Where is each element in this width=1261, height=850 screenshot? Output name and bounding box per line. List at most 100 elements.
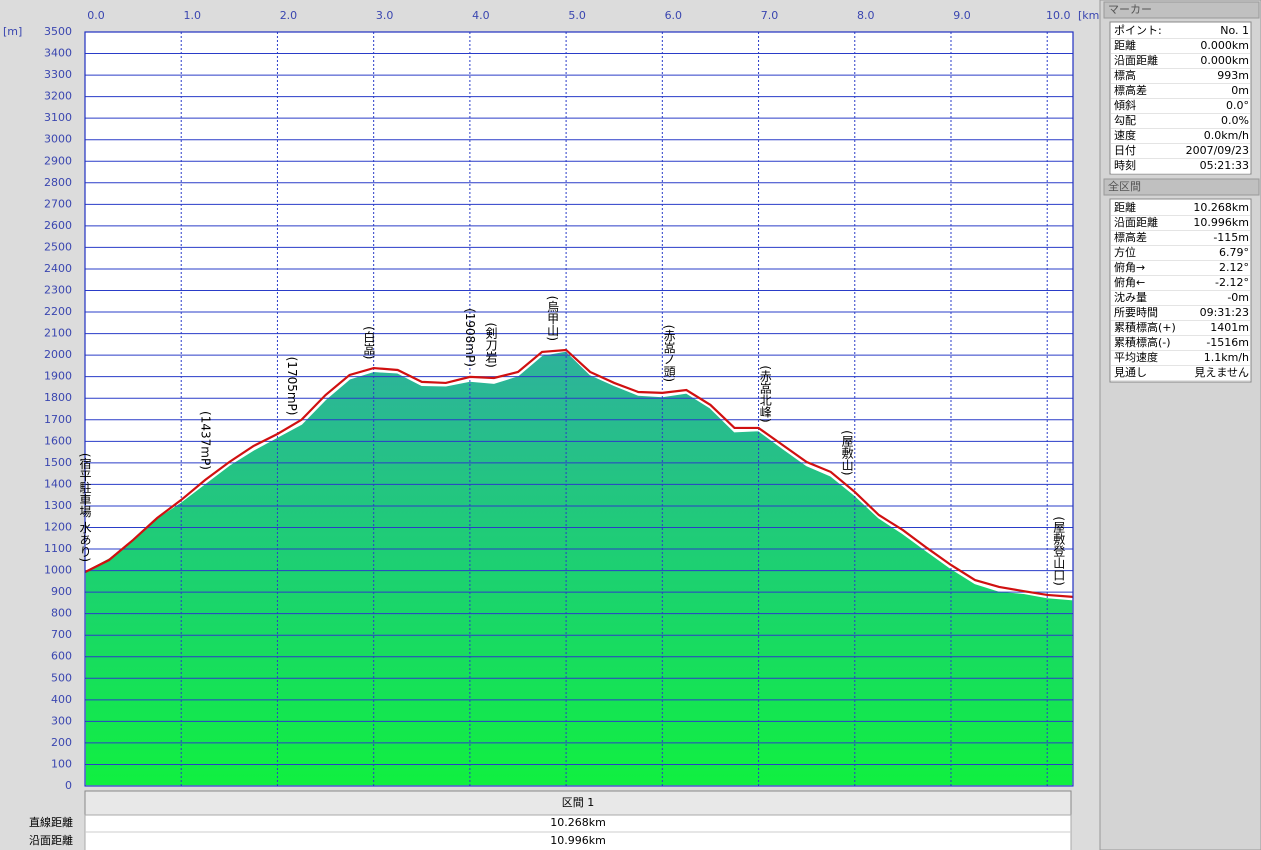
field-value: 0.0km/h xyxy=(1204,129,1249,142)
annotation: (1437mP) xyxy=(198,411,212,470)
y-tick-label: 3100 xyxy=(44,111,72,124)
y-tick-label: 1900 xyxy=(44,370,72,383)
field-value: 1.1km/h xyxy=(1204,351,1249,364)
row-value: 10.268km xyxy=(550,816,606,829)
x-tick-label: 10.0 xyxy=(1046,9,1071,22)
y-tick-label: 3400 xyxy=(44,47,72,60)
y-tick-label: 400 xyxy=(51,693,72,706)
field-value: 2007/09/23 xyxy=(1186,144,1249,157)
field-value: 0m xyxy=(1231,84,1249,97)
y-tick-label: 100 xyxy=(51,757,72,770)
total-title: 全区間 xyxy=(1108,179,1141,193)
row-label: 沿面距離 xyxy=(29,833,73,847)
y-tick-label: 3000 xyxy=(44,133,72,146)
field-value: No. 1 xyxy=(1220,24,1249,37)
y-tick-label: 800 xyxy=(51,607,72,620)
field-value: 0.0° xyxy=(1226,99,1249,112)
field-value: 09:31:23 xyxy=(1200,306,1249,319)
field-value: 0.000km xyxy=(1200,54,1249,67)
annotation: (白嵓) xyxy=(362,326,376,359)
field-label: 勾配 xyxy=(1114,114,1136,127)
field-label: 日付 xyxy=(1114,144,1136,157)
y-tick-label: 1800 xyxy=(44,391,72,404)
plot-frame xyxy=(84,31,1074,787)
field-value: 0.000km xyxy=(1200,39,1249,52)
x-tick-label: 3.0 xyxy=(376,9,394,22)
section-header: 区間 1 xyxy=(562,796,595,809)
y-tick-label: 2500 xyxy=(44,240,72,253)
y-tick-label: 1500 xyxy=(44,456,72,469)
field-label: 平均速度 xyxy=(1114,350,1158,364)
y-tick-label: 1600 xyxy=(44,434,72,447)
y-unit: [m] xyxy=(3,25,22,38)
row-value: 10.996km xyxy=(550,834,606,847)
y-tick-label: 2800 xyxy=(44,176,72,189)
y-tick-label: 1100 xyxy=(44,542,72,555)
x-tick-label: 9.0 xyxy=(953,9,971,22)
route-line xyxy=(84,348,1074,598)
annotation: (宿平駐車場 水あり) xyxy=(78,453,92,562)
y-tick-label: 0 xyxy=(65,779,72,792)
y-tick-label: 1300 xyxy=(44,499,72,512)
field-value: -2.12° xyxy=(1215,276,1249,289)
x-tick-label: 8.0 xyxy=(857,9,875,22)
terrain-area xyxy=(84,350,1074,787)
field-label: 速度 xyxy=(1114,128,1136,142)
annotation: (1908mP) xyxy=(463,308,477,367)
row-label: 直線距離 xyxy=(29,815,73,829)
y-tick-label: 2900 xyxy=(44,154,72,167)
x-tick-label: 2.0 xyxy=(280,9,298,22)
x-tick-label: 0.0 xyxy=(87,9,105,22)
y-tick-label: 2200 xyxy=(44,305,72,318)
annotation: (1705mP) xyxy=(285,357,299,416)
field-label: 累積標高(-) xyxy=(1114,335,1171,349)
field-label: 標高差 xyxy=(1114,230,1147,244)
field-label: 所要時間 xyxy=(1114,306,1158,319)
field-value: -0m xyxy=(1227,291,1249,304)
field-value: 10.996km xyxy=(1193,216,1249,229)
x-tick-label: 6.0 xyxy=(665,9,683,22)
y-tick-label: 3300 xyxy=(44,68,72,81)
marker-title: マーカー xyxy=(1108,3,1152,16)
x-tick-label: 4.0 xyxy=(472,9,490,22)
annotation: (赤嵓ノ頭) xyxy=(662,325,676,382)
x-tick-label: 1.0 xyxy=(183,9,201,22)
x-tick-label: 5.0 xyxy=(568,9,586,22)
total-header[interactable] xyxy=(1103,178,1260,196)
y-tick-label: 600 xyxy=(51,650,72,663)
annotation: (剣刀岩) xyxy=(484,322,498,367)
y-tick-label: 1200 xyxy=(44,520,72,533)
y-tick-label: 2000 xyxy=(44,348,72,361)
y-tick-label: 2700 xyxy=(44,197,72,210)
annotation: (屋敷登山口) xyxy=(1052,516,1066,585)
y-tick-label: 900 xyxy=(51,585,72,598)
y-tick-label: 2400 xyxy=(44,262,72,275)
field-label: 傾斜 xyxy=(1114,98,1136,112)
field-value: 1401m xyxy=(1210,321,1249,334)
y-tick-label: 2600 xyxy=(44,219,72,232)
y-tick-label: 500 xyxy=(51,671,72,684)
field-value: 2.12° xyxy=(1219,261,1249,274)
field-label: 沿面距離 xyxy=(1114,215,1158,229)
y-tick-label: 2100 xyxy=(44,327,72,340)
y-tick-label: 2300 xyxy=(44,284,72,297)
marker-header[interactable] xyxy=(1103,1,1260,19)
field-value: -115m xyxy=(1213,231,1249,244)
y-tick-label: 700 xyxy=(51,628,72,641)
field-value: 993m xyxy=(1217,69,1249,82)
x-tick-label: 7.0 xyxy=(761,9,779,22)
x-unit: [km] xyxy=(1078,9,1104,22)
field-label: 距離 xyxy=(1114,200,1136,214)
field-label: 距離 xyxy=(1114,38,1136,52)
y-tick-label: 200 xyxy=(51,736,72,749)
annotation: (赤嵓北峰) xyxy=(758,365,772,422)
y-tick-label: 1700 xyxy=(44,413,72,426)
field-value: 6.79° xyxy=(1219,246,1249,259)
field-label: 標高差 xyxy=(1114,83,1147,97)
annotation: (屋敷山) xyxy=(840,430,854,475)
field-label: ポイント: xyxy=(1114,24,1162,37)
y-tick-label: 1400 xyxy=(44,477,72,490)
field-label: 見通し xyxy=(1114,366,1147,379)
y-tick-label: 300 xyxy=(51,714,72,727)
